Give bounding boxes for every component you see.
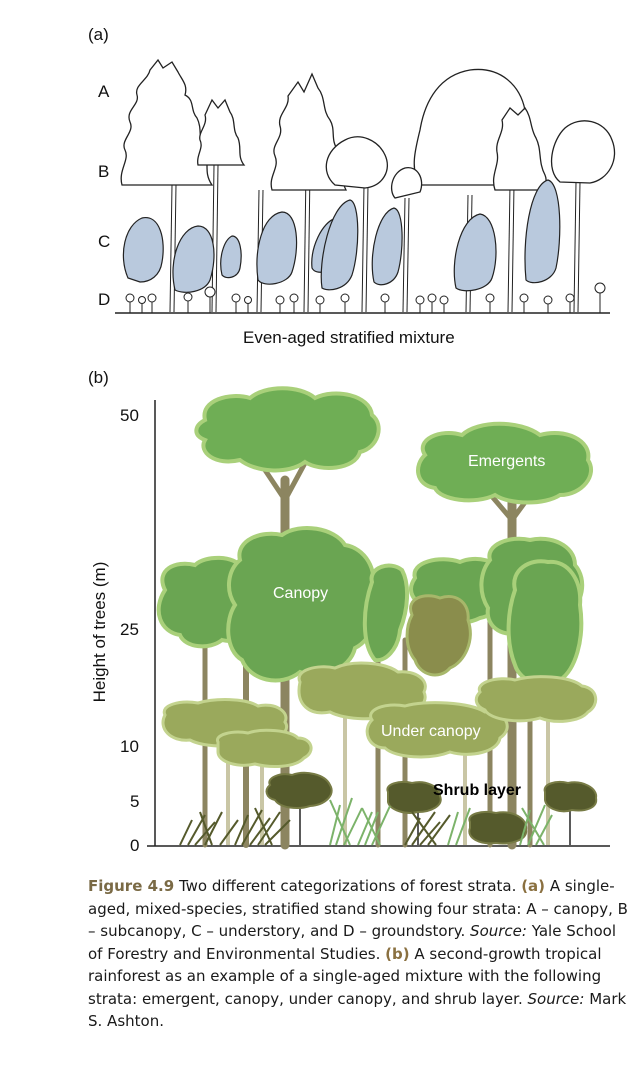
shrub-layer-label: Shrub layer [433,782,522,799]
emergents-label: Emergents [468,453,546,470]
canopy-crown-6 [506,559,584,687]
caption-text-2: A single-aged, mixed-species, stratified… [88,877,628,940]
stratum-label-d: D [98,290,111,309]
shrub-crown-4 [468,811,528,845]
stratified-stand-illustration [115,58,616,314]
stratum-label-c: C [98,232,111,251]
caption-figure-number: Figure 4.9 [88,877,175,895]
caption-b-tag: (b) [385,944,410,963]
y-tick-25: 25 [120,620,139,639]
caption-source-1: Yale School of Forestry and Environmenta… [88,922,616,963]
shrub-crown-2 [386,781,442,814]
caption-a-tag: (a) [521,877,546,895]
figure-caption: Figure 4.9 Two different categorizations… [88,875,628,1033]
shrub-crown-1 [265,771,333,809]
y-tick-10: 10 [120,737,139,756]
under-canopy-crown-4 [365,701,509,759]
rainforest-strata-illustration [147,386,610,850]
y-tick-50: 50 [120,406,139,425]
caption-text-3: A second-growth tropical rainforest as a… [88,944,602,1008]
emergent-crown-left [194,386,381,473]
caption-text-1: Two different categorizations of forest … [178,877,517,895]
canopy-crown-3 [362,563,409,663]
midstory-crown-olive [405,594,472,677]
stratum-label-a: A [98,82,110,101]
y-tick-0: 0 [130,836,140,855]
stratum-label-b: B [98,162,110,181]
panel-b-label: (b) [88,368,109,387]
under-canopy-crown-2 [215,728,313,768]
under-canopy-crown-5 [474,675,598,723]
caption-source-2-label: Source: [527,989,585,1008]
caption-source-2: Mark S. Ashton. [88,989,627,1031]
canopy-crown-2 [226,526,380,683]
panel-a-subtitle: Even-aged stratified mixture [243,328,455,347]
emergent-crown-right [416,421,594,505]
shrub-crown-3 [543,781,598,813]
y-tick-5: 5 [130,792,140,811]
canopy-label: Canopy [273,585,329,602]
y-axis-label: Height of trees (m) [90,561,109,703]
caption-source-1-label: Source: [470,922,527,940]
under-canopy-label: Under canopy [381,723,481,740]
panel-a-label: (a) [88,25,109,44]
